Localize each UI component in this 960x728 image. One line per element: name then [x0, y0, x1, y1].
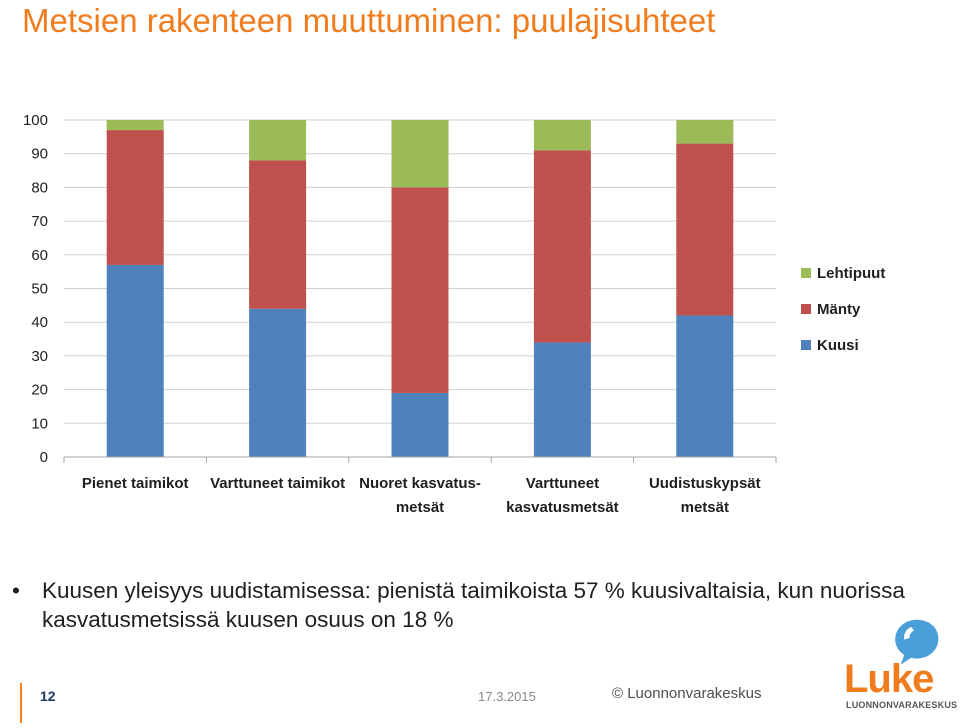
legend-label: Lehtipuut	[817, 265, 885, 282]
footer-divider	[20, 683, 22, 723]
legend-label: Kuusi	[817, 337, 859, 354]
bar-kuusi-4	[676, 315, 734, 457]
x-category-label: metsät	[396, 499, 444, 516]
y-tick-label: 70	[31, 213, 48, 230]
page-number: 12	[40, 688, 56, 704]
y-tick-label: 60	[31, 247, 48, 264]
y-tick-label: 30	[31, 348, 48, 365]
y-tick-label: 40	[31, 314, 48, 331]
y-axis-tick-labels: 0 10 20 30 40 50 60 70 80 90 100	[23, 112, 48, 466]
bar-kuusi-2	[391, 392, 449, 457]
bar-lehtipuut-0	[106, 120, 164, 131]
legend-swatch	[801, 340, 811, 350]
y-tick-label: 10	[31, 415, 48, 432]
y-tick-label: 50	[31, 281, 48, 298]
y-tick-label: 20	[31, 382, 48, 399]
bar-kuusi-1	[249, 308, 307, 457]
x-category-label: kasvatusmetsät	[506, 499, 619, 516]
footer-copyright: © Luonnonvarakeskus	[612, 685, 762, 702]
bar-mnty-3	[533, 150, 591, 343]
x-category-label: Pienet taimikot	[82, 475, 189, 492]
bar-lehtipuut-1	[249, 120, 307, 161]
logo-wordmark: Luke	[844, 657, 933, 698]
bar-mnty-1	[249, 160, 307, 309]
bar-kuusi-3	[533, 342, 591, 457]
legend: Lehtipuut Mänty Kuusi	[801, 265, 885, 354]
footer-date: 17.3.2015	[478, 689, 536, 704]
bullet-list: Kuusen yleisyys uudistamisessa: pienistä…	[12, 576, 942, 634]
y-tick-label: 0	[40, 449, 48, 466]
x-category-label: Nuoret kasvatus-	[359, 475, 481, 492]
legend-label: Mänty	[817, 301, 861, 318]
y-tick-label: 80	[31, 179, 48, 196]
x-category-label: Uudistuskypsät	[649, 475, 761, 492]
logo-subtitle: LUONNONVARAKESKUS	[846, 700, 958, 710]
bars	[106, 120, 734, 457]
bar-mnty-0	[106, 130, 164, 265]
x-category-label: Varttuneet taimikot	[210, 475, 345, 492]
bar-kuusi-0	[106, 264, 164, 457]
y-tick-label: 90	[31, 146, 48, 163]
slide-title: Metsien rakenteen muuttuminen: puulajisu…	[22, 2, 716, 39]
bar-lehtipuut-4	[676, 120, 734, 144]
luke-logo: Luke	[844, 619, 939, 698]
legend-swatch	[801, 268, 811, 278]
bar-mnty-4	[676, 143, 734, 316]
x-axis	[63, 456, 777, 463]
x-category-label: metsät	[681, 499, 729, 516]
bar-lehtipuut-3	[533, 120, 591, 151]
y-tick-label: 100	[23, 112, 48, 129]
legend-swatch	[801, 304, 811, 314]
bullet-item: Kuusen yleisyys uudistamisessa: pienistä…	[12, 576, 942, 634]
stacked-bar-chart: 0 10 20 30 40 50 60 70 80 90 100 Pienet taimikot Va…	[23, 112, 885, 516]
bar-lehtipuut-2	[391, 120, 449, 188]
x-axis-category-labels: Pienet taimikot Varttuneet taimikot Nuoret…	[82, 475, 761, 516]
bar-mnty-2	[391, 187, 449, 393]
x-category-label: Varttuneet	[526, 475, 599, 492]
